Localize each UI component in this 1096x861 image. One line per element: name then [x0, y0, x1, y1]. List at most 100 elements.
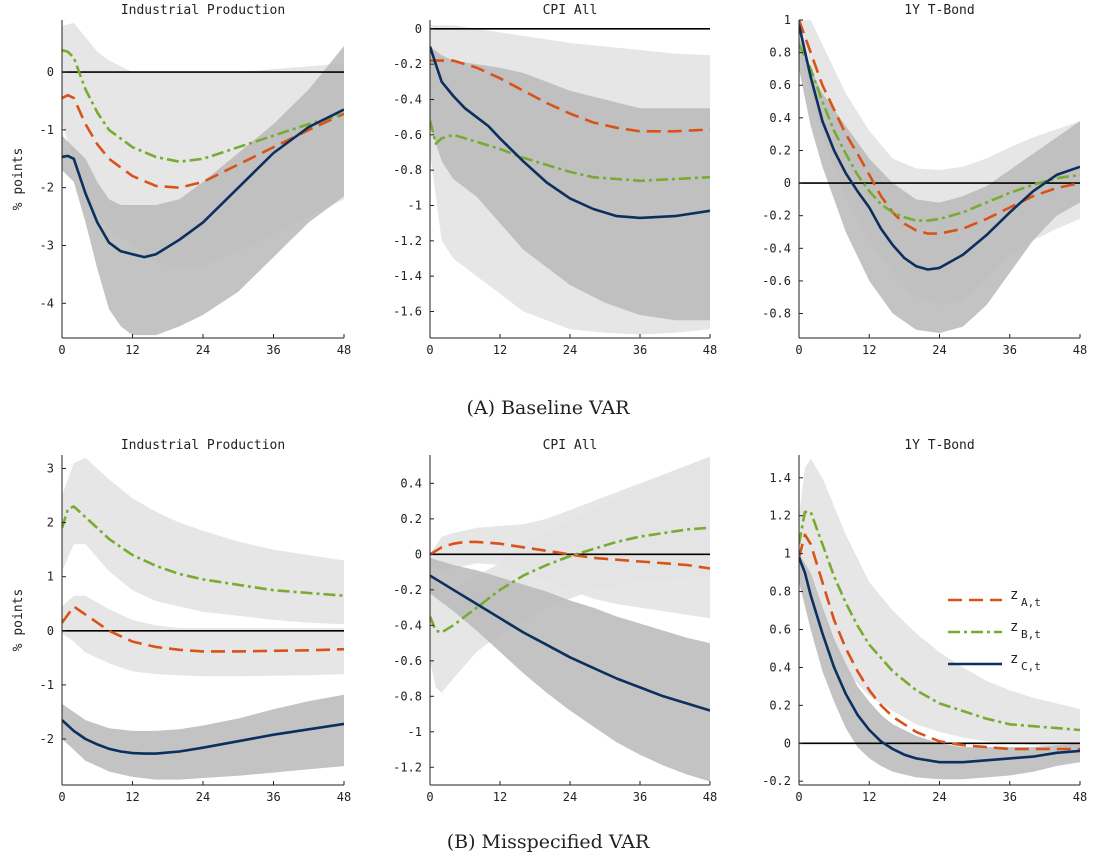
panel-4: 0 12 24 36 48 3 2 1 0 -1 -2 Industrial Production % … [11, 438, 351, 804]
x-tick-label: 48 [703, 790, 717, 804]
x-tick-label: 48 [1073, 790, 1087, 804]
x-tick-label: 36 [1003, 790, 1017, 804]
y-tick-label: -0.2 [393, 57, 422, 71]
x-tick-label: 36 [266, 343, 280, 357]
x-tick-label: 24 [932, 790, 946, 804]
y-tick-label: -1.6 [393, 305, 422, 319]
x-tick-label: 36 [266, 790, 280, 804]
legend-label-B: z [1010, 619, 1018, 635]
y-tick-label: -0.8 [393, 689, 422, 703]
confidence-band-dark [430, 46, 710, 321]
y-tick-label: -0.4 [393, 93, 422, 107]
x-tick-label: 48 [1073, 343, 1087, 357]
caption-bottom: (B) Misspecified VAR [447, 831, 650, 853]
y-tick-label: -0.8 [762, 307, 791, 321]
y-tick-label: 0.4 [400, 476, 422, 490]
confidence-band-light [62, 457, 344, 625]
series-line-A [799, 20, 1080, 235]
panel-title: 1Y T-Bond [904, 438, 974, 453]
series-line-C [430, 574, 710, 712]
series-layer [430, 46, 710, 220]
confidence-band-light [62, 595, 344, 677]
y-tick-label: 0 [784, 736, 791, 750]
band-layer [430, 456, 710, 782]
y-tick-label: 0.6 [769, 622, 791, 636]
series-line-C [430, 46, 710, 220]
y-tick-label: 0.8 [769, 585, 791, 599]
panel-2: 0 12 24 36 48 0 -0.2 -0.4 -0.6 -0.8 -1 -1.2 -1.4 -1.6… [393, 3, 717, 357]
y-tick-label: -3 [40, 238, 54, 252]
series-layer [62, 48, 344, 259]
x-tick-label: 48 [337, 343, 351, 357]
y-tick-label: 3 [47, 462, 54, 476]
series-line-C [62, 108, 344, 259]
series-layer [799, 20, 1080, 271]
y-tick-label: 1 [47, 570, 54, 584]
series-layer [62, 505, 344, 755]
y-tick-label: -1.2 [393, 760, 422, 774]
panel-title: CPI All [543, 3, 598, 18]
y-tick-label: -0.4 [762, 241, 791, 255]
panel-title: CPI All [543, 438, 598, 453]
series-line-B [799, 43, 1080, 222]
confidence-band-dark [430, 557, 710, 782]
band-layer [799, 458, 1080, 780]
y-tick-label: 0 [415, 22, 422, 36]
panel-title: Industrial Production [121, 3, 285, 18]
series-line-A [62, 93, 344, 189]
y-tick-label: 0.2 [769, 698, 791, 712]
y-tick-label: 0 [47, 624, 54, 638]
legend-sub-B: B,t [1021, 628, 1041, 641]
confidence-band-dark [799, 553, 1080, 780]
x-tick-label: 0 [426, 343, 433, 357]
y-tick-label: -2 [40, 732, 54, 746]
y-tick-label: -2 [40, 181, 54, 195]
legend-label-C: z [1010, 651, 1018, 667]
legend-label-A: z [1010, 587, 1018, 603]
series-layer [430, 526, 710, 712]
y-axis-label: % points [11, 589, 26, 652]
y-tick-label: -1 [40, 123, 54, 137]
legend-sub-A: A,t [1021, 596, 1041, 609]
y-tick-label: 0.6 [769, 78, 791, 92]
x-tick-label: 0 [795, 790, 802, 804]
x-tick-label: 36 [1003, 343, 1017, 357]
series-layer [799, 510, 1080, 764]
y-tick-label: 0 [784, 176, 791, 190]
legend-sub-C: C,t [1021, 660, 1041, 673]
x-tick-label: 12 [493, 790, 507, 804]
x-tick-label: 12 [125, 343, 139, 357]
y-axis-label: % points [11, 148, 26, 211]
band-layer [62, 22, 344, 336]
series-line-B [62, 505, 344, 597]
x-tick-label: 24 [563, 790, 577, 804]
y-tick-label: 0.2 [769, 143, 791, 157]
x-tick-label: 12 [862, 343, 876, 357]
y-tick-label: -1 [408, 725, 422, 739]
panel-title: 1Y T-Bond [904, 3, 974, 18]
y-tick-label: 2 [47, 516, 54, 530]
y-tick-label: -0.8 [393, 163, 422, 177]
confidence-band-light [799, 458, 1080, 748]
x-tick-label: 48 [337, 790, 351, 804]
series-line-A [430, 540, 710, 570]
x-tick-label: 12 [862, 790, 876, 804]
y-tick-label: -1.4 [393, 269, 422, 283]
series-line-A [62, 605, 344, 653]
x-tick-label: 0 [426, 790, 433, 804]
x-tick-label: 0 [58, 790, 65, 804]
legend: z A,tz B,tz C,t [948, 587, 1041, 673]
y-tick-label: -1.2 [393, 234, 422, 248]
series-line-C [62, 719, 344, 755]
confidence-band-dark [62, 694, 344, 780]
y-tick-label: 0.8 [769, 46, 791, 60]
x-tick-label: 12 [125, 790, 139, 804]
series-line-C [799, 24, 1080, 271]
series-line-B [430, 526, 710, 634]
x-tick-label: 0 [58, 343, 65, 357]
y-tick-label: 0 [415, 547, 422, 561]
y-tick-label: -0.6 [393, 654, 422, 668]
x-tick-label: 24 [563, 343, 577, 357]
